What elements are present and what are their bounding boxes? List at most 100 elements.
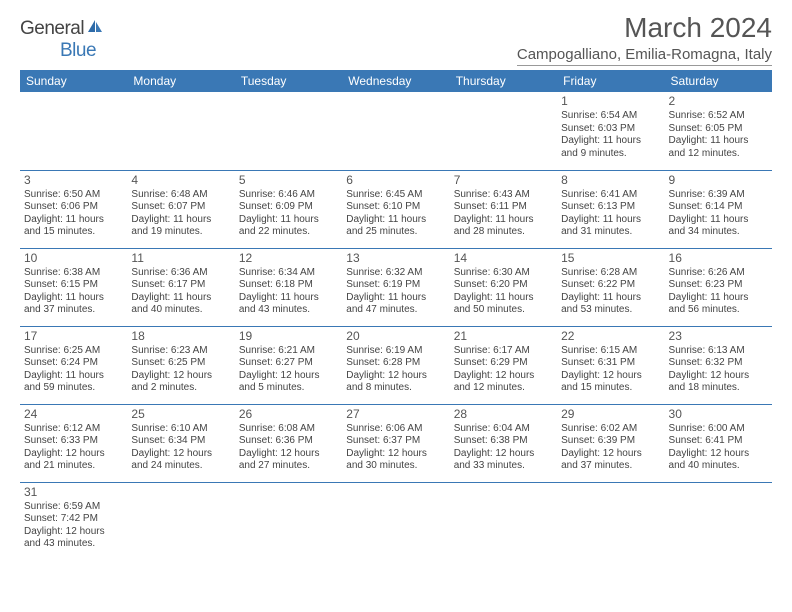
daylight-1: Daylight: 12 hours — [239, 448, 338, 461]
day-number: 1 — [561, 94, 660, 109]
daylight-1: Daylight: 11 hours — [24, 292, 123, 305]
daylight-1: Daylight: 11 hours — [131, 292, 230, 305]
sunrise: Sunrise: 6:23 AM — [131, 345, 230, 358]
sunset: Sunset: 6:07 PM — [131, 201, 230, 214]
day-cell: 27Sunrise: 6:06 AMSunset: 6:37 PMDayligh… — [342, 404, 449, 482]
daylight-1: Daylight: 12 hours — [669, 370, 768, 383]
day-number: 24 — [24, 407, 123, 422]
col-header: Sunday — [20, 70, 127, 92]
day-cell: 7Sunrise: 6:43 AMSunset: 6:11 PMDaylight… — [450, 170, 557, 248]
sunset: Sunset: 6:22 PM — [561, 279, 660, 292]
sunrise: Sunrise: 6:36 AM — [131, 267, 230, 280]
daylight-2: and 18 minutes. — [669, 382, 768, 395]
daylight-2: and 40 minutes. — [669, 460, 768, 473]
empty-cell — [20, 92, 127, 170]
daylight-2: and 53 minutes. — [561, 304, 660, 317]
month-title: March 2024 — [517, 12, 772, 44]
col-header: Tuesday — [235, 70, 342, 92]
day-cell: 14Sunrise: 6:30 AMSunset: 6:20 PMDayligh… — [450, 248, 557, 326]
daylight-2: and 12 minutes. — [454, 382, 553, 395]
sunset: Sunset: 6:37 PM — [346, 435, 445, 448]
sunset: Sunset: 6:38 PM — [454, 435, 553, 448]
daylight-1: Daylight: 11 hours — [561, 214, 660, 227]
sunrise: Sunrise: 6:08 AM — [239, 423, 338, 436]
daylight-2: and 47 minutes. — [346, 304, 445, 317]
daylight-2: and 19 minutes. — [131, 226, 230, 239]
sunrise: Sunrise: 6:45 AM — [346, 189, 445, 202]
sunset: Sunset: 6:18 PM — [239, 279, 338, 292]
day-cell: 31Sunrise: 6:59 AMSunset: 7:42 PMDayligh… — [20, 482, 127, 560]
day-number: 18 — [131, 329, 230, 344]
daylight-1: Daylight: 12 hours — [669, 448, 768, 461]
day-cell: 20Sunrise: 6:19 AMSunset: 6:28 PMDayligh… — [342, 326, 449, 404]
daylight-1: Daylight: 11 hours — [346, 292, 445, 305]
day-cell: 15Sunrise: 6:28 AMSunset: 6:22 PMDayligh… — [557, 248, 664, 326]
sunset: Sunset: 6:20 PM — [454, 279, 553, 292]
title-block: March 2024 Campogalliano, Emilia-Romagna… — [517, 12, 772, 66]
empty-cell — [127, 482, 234, 560]
empty-cell — [342, 92, 449, 170]
day-number: 21 — [454, 329, 553, 344]
logo-text-1: General — [20, 18, 84, 39]
day-cell: 4Sunrise: 6:48 AMSunset: 6:07 PMDaylight… — [127, 170, 234, 248]
daylight-2: and 12 minutes. — [669, 148, 768, 161]
sunset: Sunset: 6:33 PM — [24, 435, 123, 448]
daylight-1: Daylight: 11 hours — [346, 214, 445, 227]
day-number: 7 — [454, 173, 553, 188]
day-cell: 19Sunrise: 6:21 AMSunset: 6:27 PMDayligh… — [235, 326, 342, 404]
sunset: Sunset: 6:09 PM — [239, 201, 338, 214]
daylight-1: Daylight: 12 hours — [346, 448, 445, 461]
daylight-2: and 50 minutes. — [454, 304, 553, 317]
daylight-1: Daylight: 12 hours — [561, 370, 660, 383]
sunrise: Sunrise: 6:04 AM — [454, 423, 553, 436]
daylight-2: and 25 minutes. — [346, 226, 445, 239]
day-cell: 30Sunrise: 6:00 AMSunset: 6:41 PMDayligh… — [665, 404, 772, 482]
logo-text-2: Blue — [60, 40, 96, 61]
header: GeneralBlue March 2024 Campogalliano, Em… — [20, 12, 772, 66]
sunrise: Sunrise: 6:02 AM — [561, 423, 660, 436]
sunrise: Sunrise: 6:26 AM — [669, 267, 768, 280]
daylight-2: and 56 minutes. — [669, 304, 768, 317]
sunrise: Sunrise: 6:13 AM — [669, 345, 768, 358]
day-number: 8 — [561, 173, 660, 188]
day-cell: 12Sunrise: 6:34 AMSunset: 6:18 PMDayligh… — [235, 248, 342, 326]
col-header: Saturday — [665, 70, 772, 92]
daylight-2: and 15 minutes. — [561, 382, 660, 395]
daylight-2: and 24 minutes. — [131, 460, 230, 473]
sunrise: Sunrise: 6:54 AM — [561, 110, 660, 123]
daylight-1: Daylight: 12 hours — [454, 448, 553, 461]
sunrise: Sunrise: 6:59 AM — [24, 501, 123, 514]
day-number: 13 — [346, 251, 445, 266]
day-cell: 1Sunrise: 6:54 AMSunset: 6:03 PMDaylight… — [557, 92, 664, 170]
sunset: Sunset: 6:11 PM — [454, 201, 553, 214]
sunset: Sunset: 6:28 PM — [346, 357, 445, 370]
daylight-2: and 30 minutes. — [346, 460, 445, 473]
daylight-1: Daylight: 12 hours — [131, 448, 230, 461]
sunset: Sunset: 6:05 PM — [669, 123, 768, 136]
sunrise: Sunrise: 6:38 AM — [24, 267, 123, 280]
day-number: 16 — [669, 251, 768, 266]
day-number: 11 — [131, 251, 230, 266]
day-number: 29 — [561, 407, 660, 422]
daylight-1: Daylight: 12 hours — [24, 526, 123, 539]
daylight-1: Daylight: 12 hours — [346, 370, 445, 383]
daylight-2: and 9 minutes. — [561, 148, 660, 161]
empty-cell — [557, 482, 664, 560]
day-cell: 8Sunrise: 6:41 AMSunset: 6:13 PMDaylight… — [557, 170, 664, 248]
day-number: 15 — [561, 251, 660, 266]
empty-cell — [665, 482, 772, 560]
daylight-2: and 2 minutes. — [131, 382, 230, 395]
day-number: 9 — [669, 173, 768, 188]
daylight-2: and 40 minutes. — [131, 304, 230, 317]
day-number: 23 — [669, 329, 768, 344]
sunset: Sunset: 6:23 PM — [669, 279, 768, 292]
daylight-2: and 31 minutes. — [561, 226, 660, 239]
day-number: 28 — [454, 407, 553, 422]
calendar-header: SundayMondayTuesdayWednesdayThursdayFrid… — [20, 70, 772, 92]
daylight-2: and 37 minutes. — [24, 304, 123, 317]
col-header: Friday — [557, 70, 664, 92]
day-cell: 24Sunrise: 6:12 AMSunset: 6:33 PMDayligh… — [20, 404, 127, 482]
sunset: Sunset: 6:15 PM — [24, 279, 123, 292]
sunrise: Sunrise: 6:25 AM — [24, 345, 123, 358]
daylight-1: Daylight: 12 hours — [131, 370, 230, 383]
